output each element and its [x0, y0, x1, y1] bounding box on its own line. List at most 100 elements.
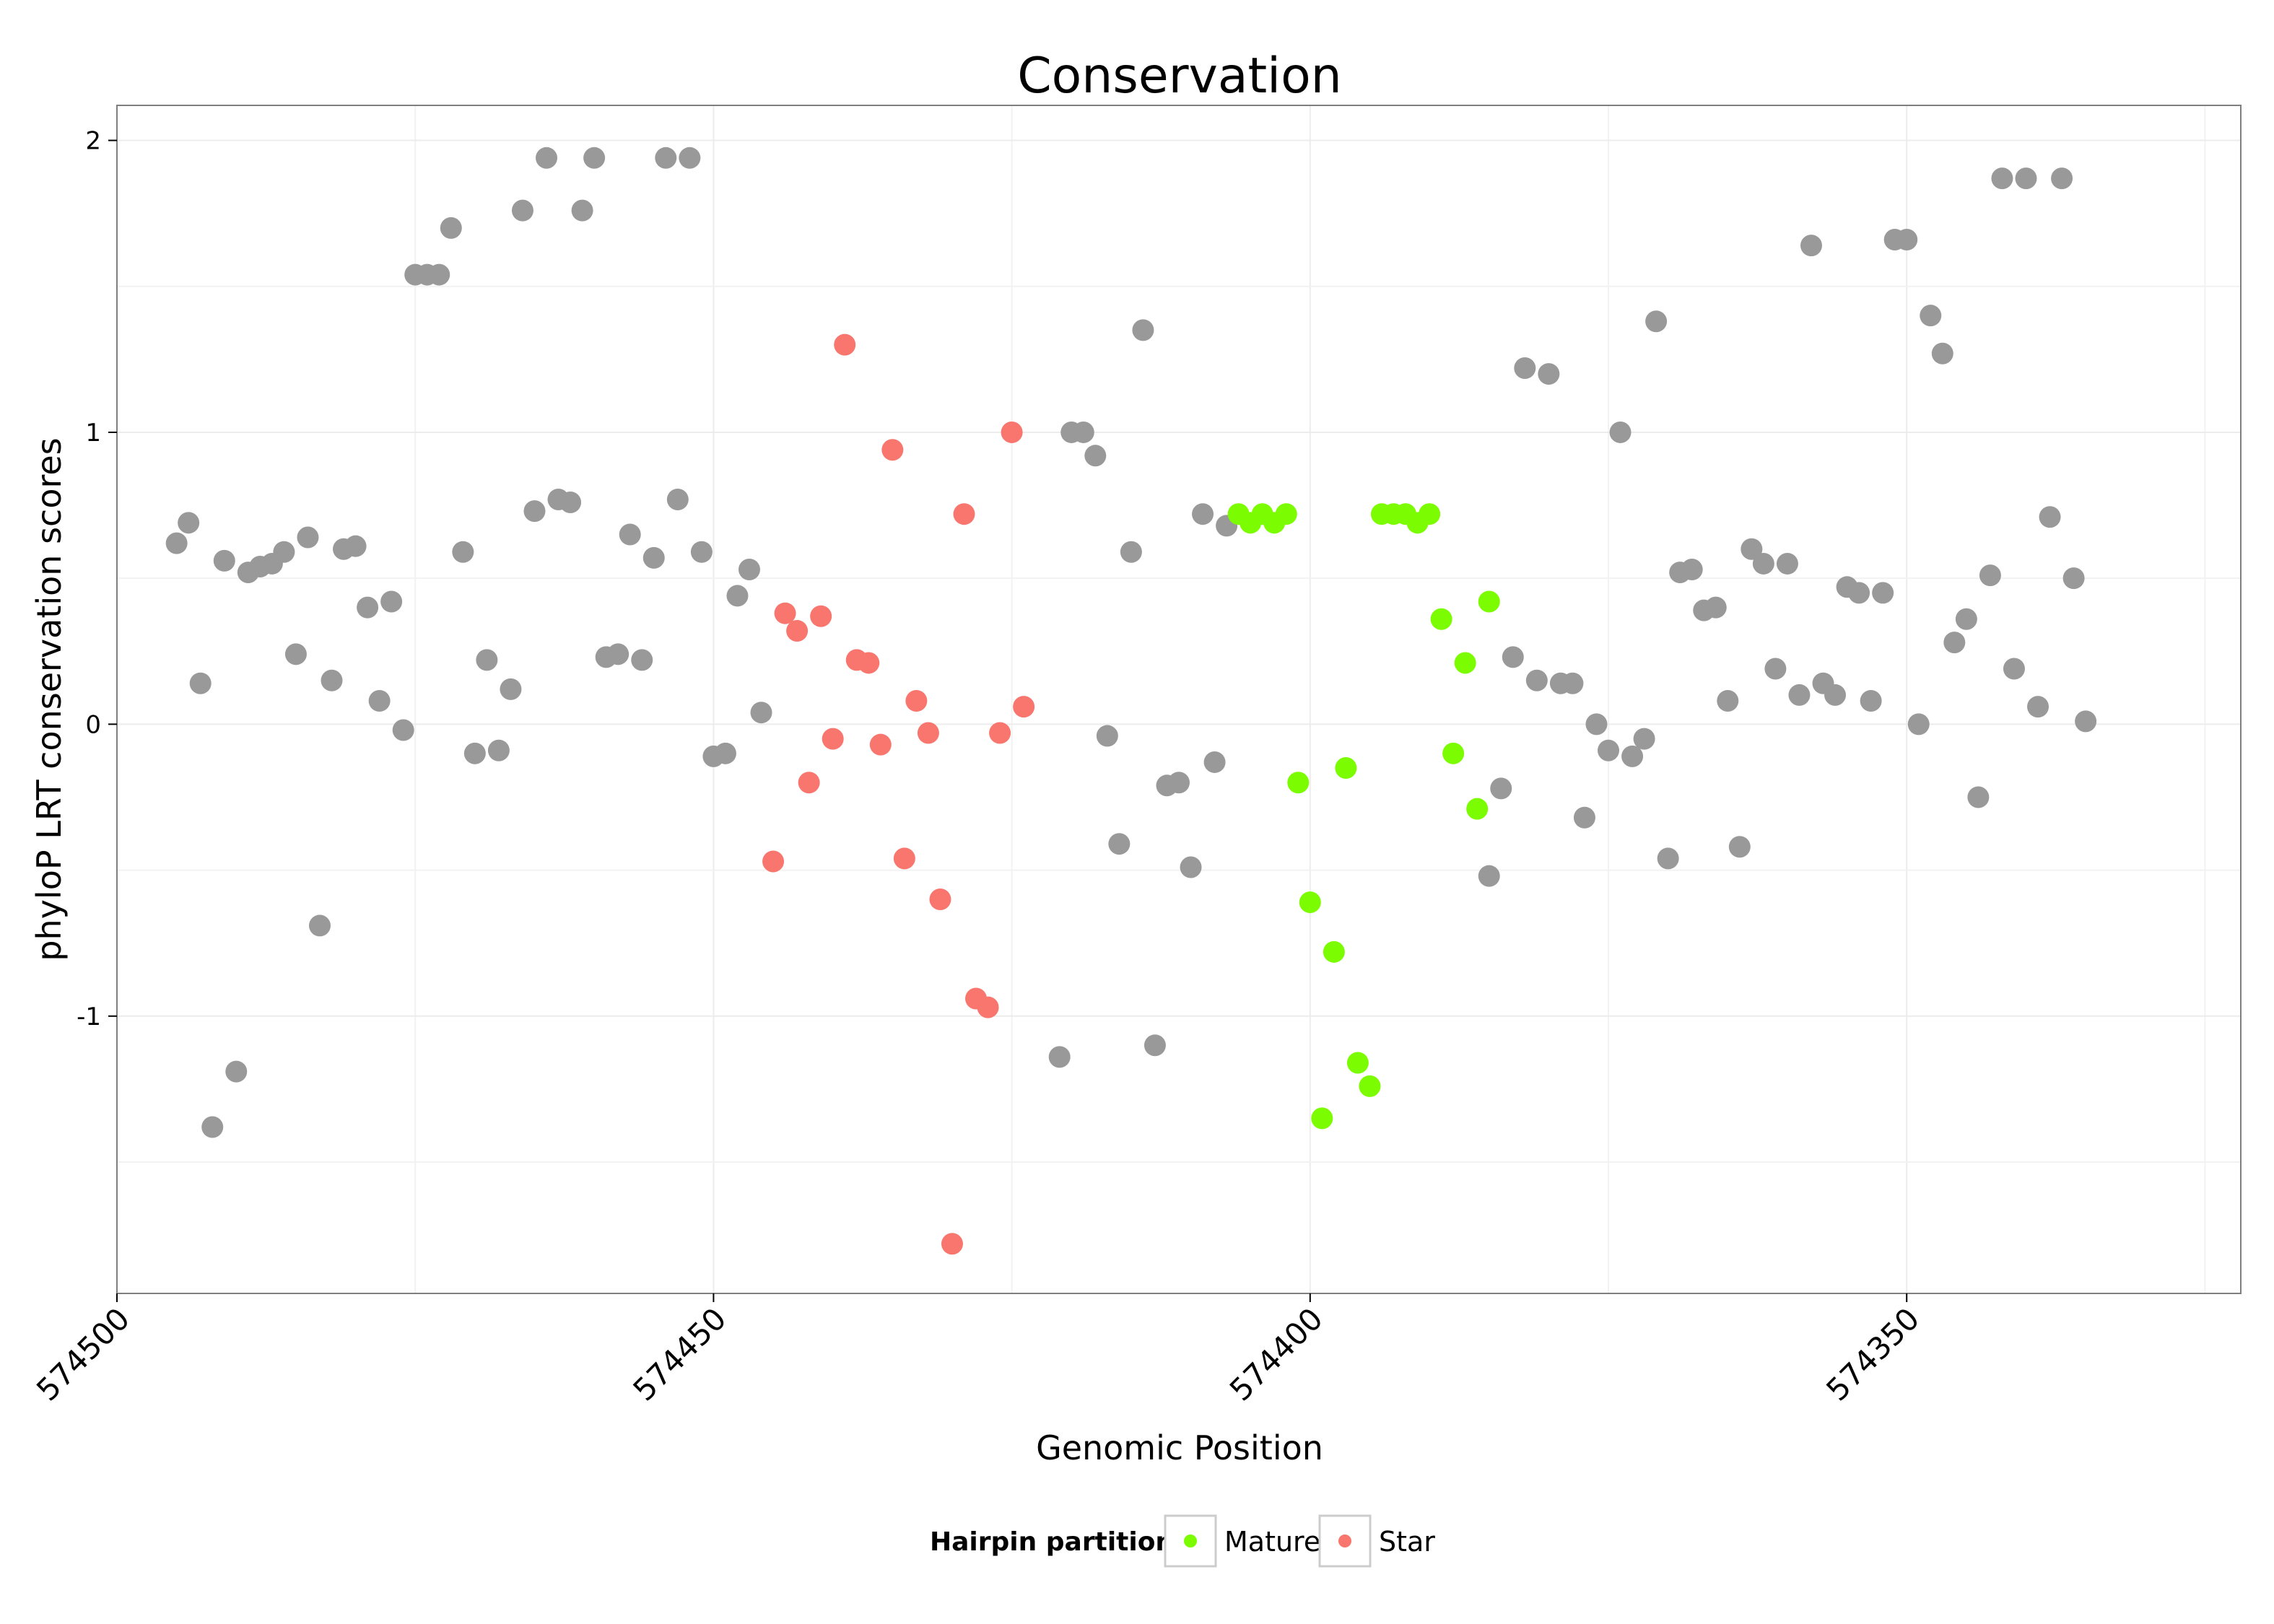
point-other: [536, 147, 558, 169]
point-other: [1084, 445, 1107, 467]
point-other: [178, 512, 200, 534]
point-star: [977, 996, 999, 1018]
point-star: [905, 690, 928, 712]
point-other: [523, 500, 546, 523]
series-mature: [1227, 503, 1500, 1130]
point-other: [1776, 552, 1798, 575]
point-other: [344, 535, 367, 557]
point-star: [798, 772, 820, 794]
point-other: [1120, 541, 1142, 563]
point-other: [1478, 865, 1500, 887]
point-other: [284, 643, 307, 665]
point-other: [392, 719, 414, 741]
point-other: [452, 541, 474, 563]
point-mature: [1419, 503, 1441, 525]
point-other: [1538, 363, 1560, 385]
point-other: [738, 559, 760, 581]
y-axis-ticks: -1 0 1 2: [77, 127, 117, 1031]
y-axis-title: phyloP LRT conservation scores: [30, 437, 69, 961]
y-tick-label: 0: [85, 710, 101, 739]
point-star: [858, 652, 880, 674]
point-other: [1573, 806, 1595, 829]
point-other: [2039, 506, 2061, 528]
point-other: [1752, 552, 1774, 575]
legend-swatch-star: [1338, 1534, 1351, 1547]
point-other: [1907, 713, 1930, 735]
point-other: [1860, 690, 1882, 712]
y-tick-label: -1: [77, 1003, 101, 1031]
x-axis-title: Genomic Position: [1036, 1428, 1323, 1467]
point-other: [559, 492, 582, 514]
chart-title: Conservation: [1017, 48, 1342, 105]
point-other: [440, 217, 462, 239]
point-star: [917, 722, 939, 744]
point-other: [1967, 786, 1990, 808]
point-other: [1633, 728, 1655, 750]
point-other: [308, 914, 331, 937]
point-other: [1920, 305, 1942, 327]
point-other: [666, 488, 689, 510]
point-star: [989, 722, 1011, 744]
point-other: [1048, 1046, 1071, 1068]
point-other: [1645, 310, 1668, 333]
point-other: [487, 739, 510, 761]
point-other: [1609, 421, 1632, 443]
point-other: [1764, 658, 1787, 680]
point-star: [786, 619, 809, 642]
point-other: [631, 649, 653, 671]
point-other: [1955, 608, 1977, 630]
point-other: [1514, 357, 1536, 379]
point-other: [213, 549, 235, 572]
point-star: [893, 847, 915, 870]
point-mature: [1466, 798, 1489, 820]
point-star: [941, 1233, 963, 1255]
point-mature: [1287, 772, 1310, 794]
point-other: [1657, 847, 1679, 870]
point-other: [750, 702, 772, 724]
point-mature: [1323, 940, 1345, 963]
point-other: [1824, 684, 1847, 706]
point-other: [476, 649, 498, 671]
point-other: [583, 147, 606, 169]
point-other: [642, 546, 665, 569]
data-points: [165, 147, 2097, 1255]
legend-label-mature: Mature: [1224, 1526, 1320, 1558]
point-other: [2003, 658, 2025, 680]
point-mature: [1311, 1107, 1333, 1130]
point-other: [1502, 646, 1524, 668]
y-tick-label: 1: [85, 419, 101, 448]
point-other: [1561, 672, 1584, 694]
point-other: [619, 523, 641, 546]
gridlines: [116, 105, 2241, 1293]
point-other: [357, 596, 379, 619]
point-star: [762, 850, 785, 873]
point-other: [1598, 739, 1620, 761]
point-other: [2027, 696, 2049, 718]
legend-swatch-mature: [1184, 1534, 1197, 1547]
point-other: [655, 147, 677, 169]
point-other: [1872, 582, 1894, 604]
point-other: [2051, 167, 2073, 190]
point-mature: [1299, 891, 1321, 914]
point-other: [1741, 538, 1763, 560]
point-other: [1979, 564, 2001, 587]
point-star: [881, 439, 904, 461]
point-other: [225, 1060, 248, 1083]
point-other: [297, 526, 319, 549]
point-other: [2075, 710, 2097, 733]
point-other: [1490, 777, 1512, 800]
point-other: [1192, 503, 1214, 525]
point-other: [1096, 725, 1118, 747]
point-other: [1203, 751, 1226, 773]
point-other: [1943, 632, 1966, 654]
point-other: [2062, 567, 2085, 590]
point-other: [428, 263, 450, 286]
point-other: [1704, 596, 1727, 619]
point-other: [726, 585, 749, 607]
point-other: [165, 532, 188, 554]
point-mature: [1478, 590, 1500, 613]
point-star: [774, 602, 796, 624]
point-other: [1168, 772, 1190, 794]
